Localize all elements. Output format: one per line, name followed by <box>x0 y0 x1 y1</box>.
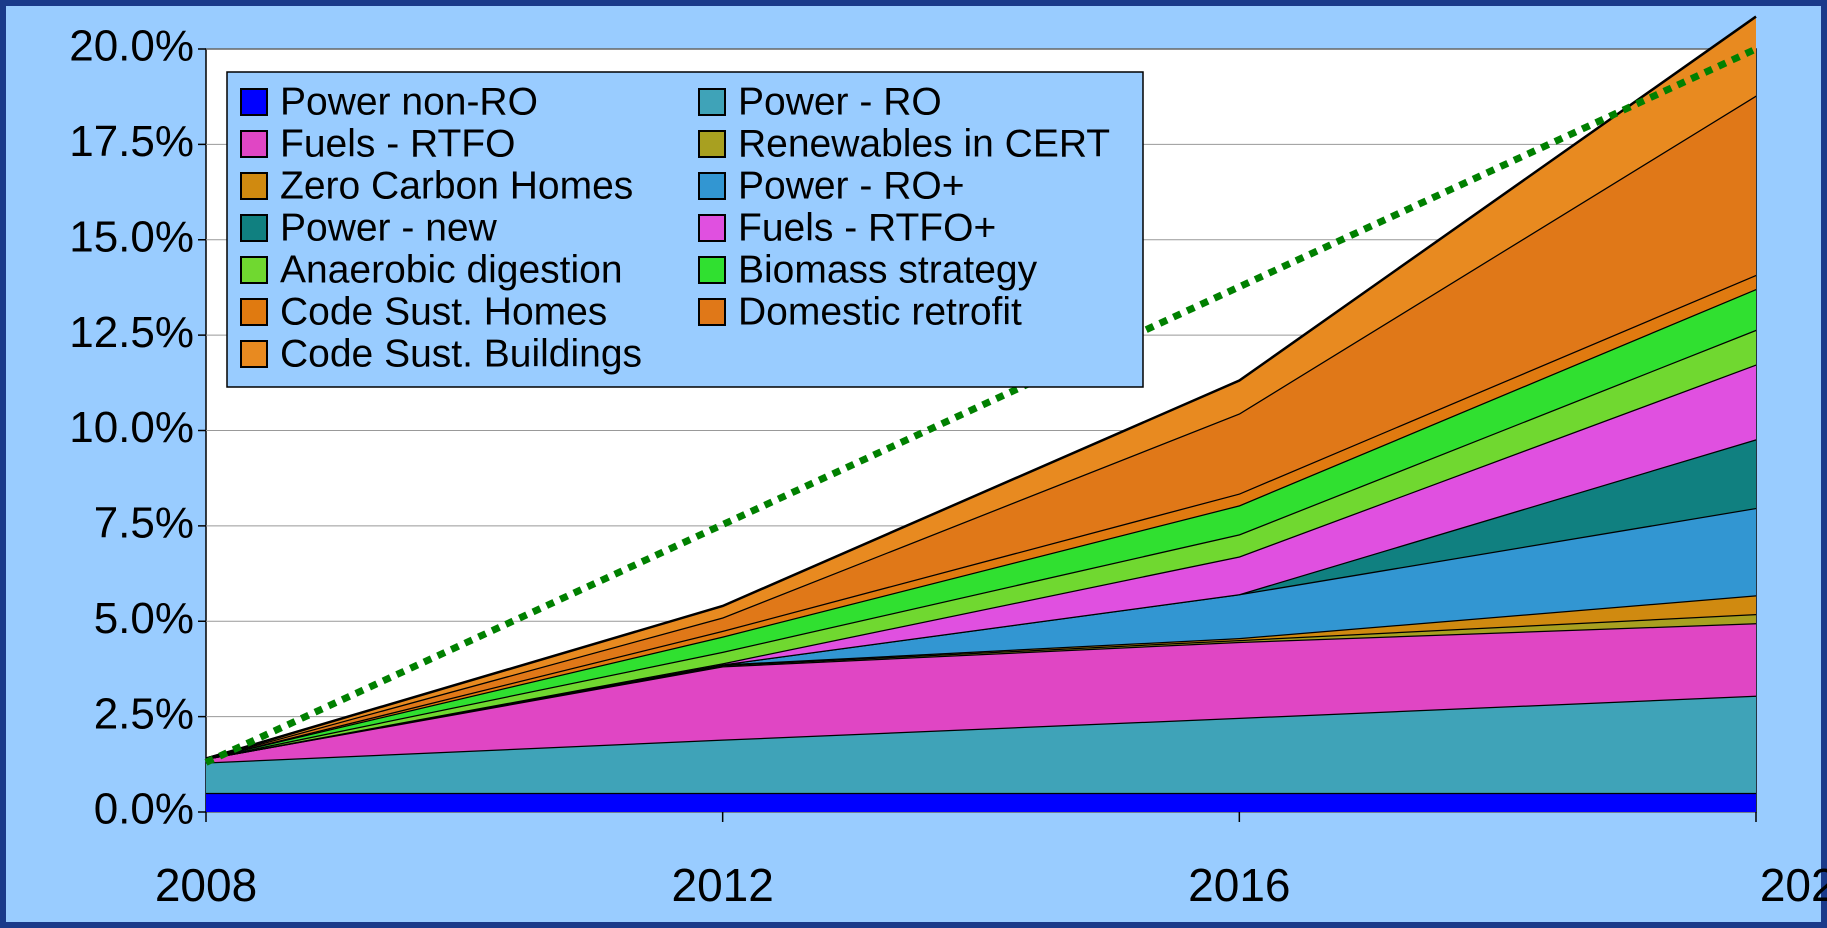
legend-swatch <box>240 214 268 242</box>
area <box>206 614 1756 759</box>
y-tick-label: 15.0% <box>69 212 194 261</box>
legend-swatch <box>698 298 726 326</box>
legend-label: Code Sust. Homes <box>280 290 607 333</box>
legend-label: Power - RO <box>738 80 942 123</box>
legend-swatch <box>240 172 268 200</box>
legend-swatch <box>240 340 268 368</box>
legend-box <box>226 71 1144 388</box>
legend-label: Anaerobic digestion <box>280 248 623 291</box>
legend-label: Biomass strategy <box>738 248 1038 291</box>
legend-swatch <box>240 130 268 158</box>
legend-label: Power - new <box>280 206 498 249</box>
legend-swatch <box>240 88 268 116</box>
x-tick-label: 2016 <box>1188 859 1290 911</box>
area <box>206 507 1756 759</box>
y-tick-label: 20.0% <box>69 22 194 71</box>
legend-label: Fuels - RTFO+ <box>738 206 996 249</box>
legend-label: Power non-RO <box>280 80 538 123</box>
x-tick-label: 2008 <box>155 859 257 911</box>
y-tick-label: 2.5% <box>94 689 194 738</box>
legend-swatch <box>698 172 726 200</box>
legend-swatch <box>698 88 726 116</box>
legend-label: Code Sust. Buildings <box>280 332 642 375</box>
legend-swatch <box>698 130 726 158</box>
area <box>206 792 1756 812</box>
x-tick-label: 2012 <box>671 859 773 911</box>
y-tick-label: 0.0% <box>94 785 194 834</box>
area <box>206 695 1756 793</box>
area <box>206 623 1756 763</box>
legend-swatch <box>240 298 268 326</box>
legend-swatch <box>698 256 726 284</box>
area-edge <box>205 15 1757 760</box>
area <box>206 595 1756 759</box>
legend-swatch <box>240 256 268 284</box>
legend-label: Power - RO+ <box>738 164 964 207</box>
y-tick-label: 12.5% <box>69 308 194 357</box>
y-tick-label: 10.0% <box>69 403 194 452</box>
legend-label: Renewables in CERT <box>738 122 1110 165</box>
legend-label: Zero Carbon Homes <box>280 164 633 207</box>
legend-label: Domestic retrofit <box>738 290 1022 333</box>
legend: Power non-RO Power - RO Fuels - RTFO Renewa… <box>226 71 1144 388</box>
legend-swatch <box>698 214 726 242</box>
y-tick-label: 17.5% <box>69 117 194 166</box>
legend-label: Fuels - RTFO <box>280 122 515 165</box>
y-tick-label: 7.5% <box>94 499 194 548</box>
x-tick-label: 2020 <box>1760 859 1827 911</box>
y-tick-label: 5.0% <box>94 594 194 643</box>
